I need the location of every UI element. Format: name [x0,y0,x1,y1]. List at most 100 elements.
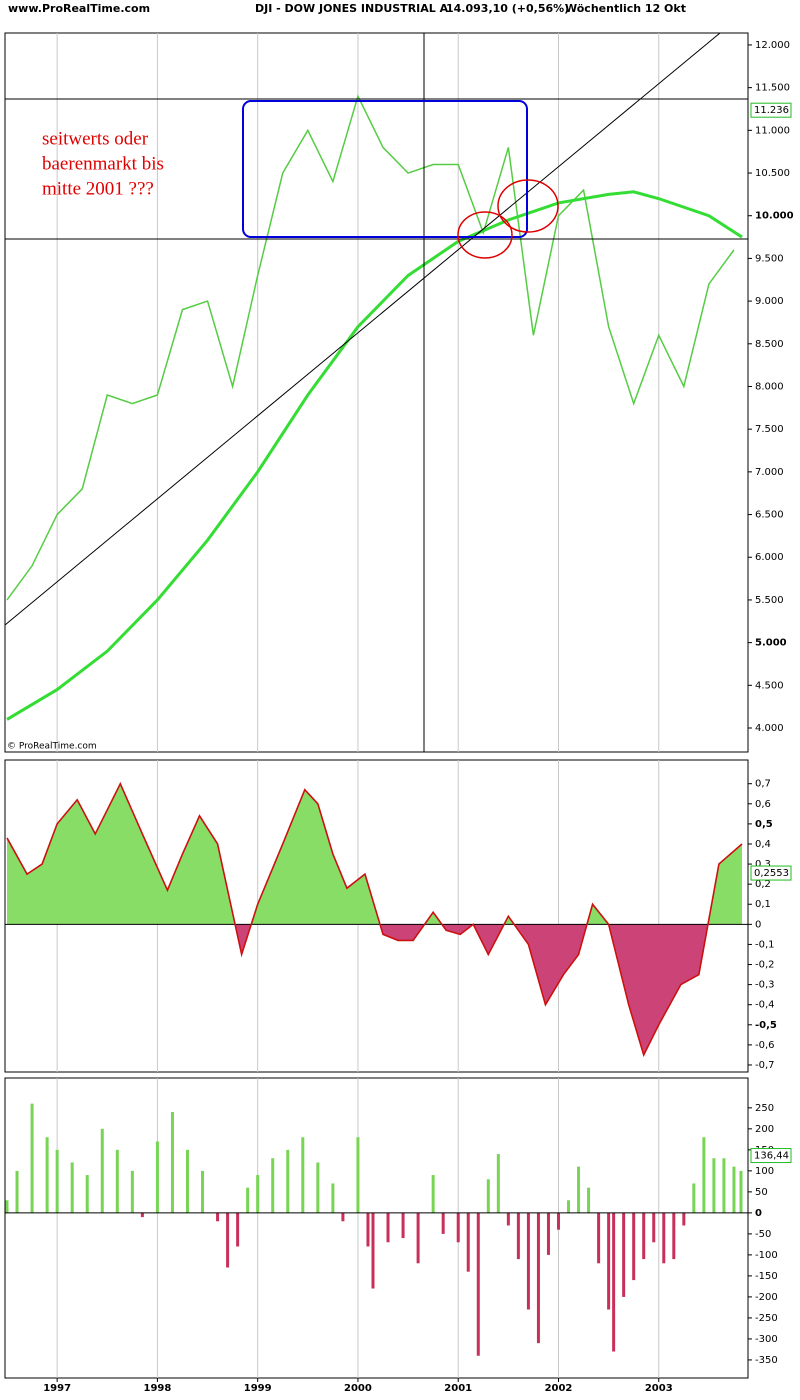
y-tick-label: 10.000 [755,211,794,222]
y-tick-label: 4.500 [755,680,784,691]
bar [506,1212,510,1226]
bar [256,1175,260,1213]
bar [722,1158,726,1213]
bar [216,1212,220,1222]
bar [546,1212,550,1255]
plot-layer: 4.000 4.500 5.000 5.500 6.000 6.500 7.000 7.500… [5,33,794,1394]
trend-line [4,32,721,626]
y-tick-label: -0,2 [755,960,775,971]
bar [692,1183,696,1213]
y-tick-label: 0,7 [755,779,771,790]
bar [702,1137,706,1213]
bar [496,1154,500,1213]
drawings: seitwerts oder baerenmarkt bis mitte 200… [4,32,748,752]
bar [356,1137,360,1213]
x-tick-label: 2000 [344,1383,372,1394]
y-tick-label: -50 [755,1229,771,1240]
y-tick-label: 4.000 [755,723,784,734]
y-tick-label: 9.500 [755,253,784,264]
bar [30,1103,34,1213]
x-tick-label: 2002 [545,1383,573,1394]
y-tick-label: 7.500 [755,424,784,435]
oscillator-area [235,924,708,1055]
chart-title: DJI - DOW JONES INDUSTRIAL A [255,2,449,15]
y-tick-label: 11.000 [755,125,790,136]
y-tick-label: -150 [755,1271,778,1282]
period: Wöchentlich 12 Okt [565,2,686,15]
last-value-box [750,865,792,881]
y-tick-label: -0,5 [755,1020,777,1031]
bar [416,1212,420,1264]
y-tick-label: -0,3 [755,980,775,991]
panel-frame [4,759,749,1073]
y-tick-label: 0 [755,1208,762,1219]
bar [371,1212,375,1289]
last-value-box [750,102,792,118]
bar [271,1158,275,1213]
oscillator-area [7,783,742,925]
y-tick-label: 10.500 [755,168,790,179]
bar [672,1212,676,1260]
y-tick-label: -350 [755,1355,778,1366]
y-tick-label: -300 [755,1334,778,1345]
oscillator-line [6,781,743,1058]
y-tick-label: -0,4 [755,1000,775,1011]
x-tick-label: 1997 [43,1383,71,1394]
bar [45,1137,49,1213]
bar [567,1200,571,1213]
copyright: © ProRealTime.com [7,742,97,752]
circle-mark [457,211,513,259]
bar [226,1212,230,1268]
bar [682,1212,686,1226]
bar [201,1170,205,1213]
bar [286,1149,290,1213]
y-tick-label: -200 [755,1292,778,1303]
y-tick-label: 5.000 [755,638,787,649]
quote: 14.093,10 (+0,56%) [446,2,569,15]
bar [140,1212,144,1218]
price-line [6,190,743,721]
bar [331,1183,335,1213]
y-tick-label: 7.000 [755,467,784,478]
bar [130,1170,134,1213]
bar [587,1187,591,1213]
bar [612,1212,616,1352]
y-tick-label: 8.000 [755,381,784,392]
bar [712,1158,716,1213]
panel-frame [4,32,749,753]
bar [100,1128,104,1213]
bar [577,1166,581,1213]
bar [341,1212,345,1222]
bar [236,1212,240,1247]
y-tick-label: 8.500 [755,339,784,350]
bar [556,1212,560,1230]
y-tick-label: 0,1 [755,899,771,910]
bar [732,1166,736,1213]
bar [316,1162,320,1213]
bar [622,1212,626,1297]
bar [401,1212,405,1239]
y-tick-label: 0 [755,919,761,930]
y-tick-label: 5.500 [755,595,784,606]
y-tick-label: -100 [755,1250,778,1261]
price-line [6,94,735,601]
y-tick-label: 0,4 [755,839,771,850]
y-tick-label: 11.500 [755,83,790,94]
y-tick-label: 0,2 [755,879,771,890]
annotation: baerenmarkt bis [42,153,164,174]
bar [185,1149,189,1213]
y-tick-label: 6.000 [755,552,784,563]
bar [536,1212,540,1344]
x-tick-label: 2001 [444,1383,472,1394]
bar [597,1212,601,1264]
bar [5,1200,9,1213]
y-tick-label: -250 [755,1313,778,1324]
bar [476,1212,480,1356]
x-tick-label: 2003 [645,1383,673,1394]
y-tick-label: 200 [755,1124,774,1135]
bar [386,1212,390,1243]
last-value-label: 0,2553 [754,868,789,879]
y-tick-label: 0,3 [755,859,771,870]
bar [526,1212,530,1310]
